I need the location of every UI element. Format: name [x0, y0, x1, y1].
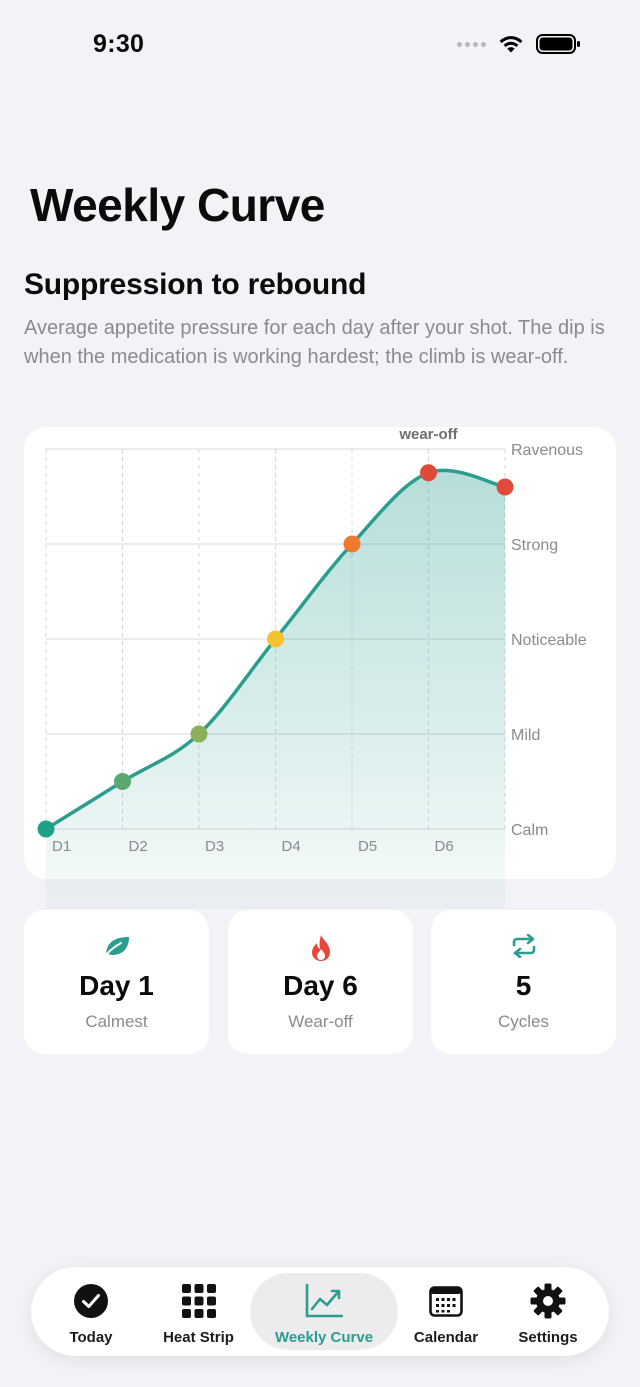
- tab-bar: Today Heat Strip Weekly Curve: [31, 1267, 609, 1356]
- stat-card-wear-off: Day 6 Wear-off: [228, 910, 413, 1054]
- tab-label: Settings: [518, 1329, 578, 1346]
- stat-label: Calmest: [85, 1012, 148, 1031]
- x-tick-label: D3: [205, 838, 224, 855]
- wear-off-annotation: wear-off: [398, 426, 458, 443]
- flame-icon: [311, 935, 330, 961]
- y-tick-label: Calm: [511, 822, 548, 839]
- tab-label: Weekly Curve: [274, 1329, 374, 1346]
- status-time: 9:30: [93, 30, 145, 58]
- checkmark-circle-icon: [74, 1284, 108, 1318]
- y-tick-label: Mild: [511, 727, 540, 744]
- x-tick-label: D1: [52, 838, 71, 855]
- status-indicators: [457, 33, 582, 55]
- stat-card-cycles: 5 Cycles: [431, 910, 616, 1054]
- battery-icon: [536, 34, 580, 54]
- weekly-curve-chart: Calm Mild Noticeable Strong Ravenous wear-off…: [37, 426, 587, 909]
- x-tick-label: D6: [435, 838, 454, 855]
- tab-weekly-curve[interactable]: Weekly Curve: [250, 1267, 398, 1356]
- line-chart-icon: [305, 1284, 343, 1318]
- section-title: Suppression to rebound: [24, 268, 367, 301]
- tab-today[interactable]: Today: [46, 1267, 136, 1356]
- stat-value: 5: [515, 970, 532, 1001]
- wifi-icon: [499, 36, 523, 53]
- data-point: [37, 820, 55, 838]
- x-tick-label: D4: [282, 838, 301, 855]
- tab-label: Heat Strip: [163, 1329, 234, 1346]
- gear-icon: [530, 1283, 566, 1319]
- page-title: Weekly Curve: [30, 179, 325, 231]
- x-tick-label: D2: [129, 838, 148, 855]
- y-tick-label: Noticeable: [511, 632, 587, 649]
- data-point: [496, 478, 514, 496]
- data-point: [114, 773, 131, 790]
- data-point: [267, 630, 284, 648]
- stat-card-calmest: Day 1 Calmest: [24, 910, 209, 1054]
- data-point: [343, 535, 361, 553]
- y-tick-label: Ravenous: [511, 442, 583, 459]
- section-description: Average appetite pressure for each day a…: [24, 317, 605, 368]
- stat-value: Day 1: [79, 970, 154, 1001]
- tab-heat-strip[interactable]: Heat Strip: [151, 1267, 246, 1356]
- tab-settings[interactable]: Settings: [503, 1267, 593, 1356]
- active-tab-highlight: [250, 1273, 398, 1350]
- leaf-icon: [103, 937, 129, 957]
- stat-label: Cycles: [497, 1012, 549, 1031]
- stat-label: Wear-off: [288, 1012, 353, 1031]
- calendar-icon: [429, 1286, 463, 1317]
- stat-value: Day 6: [283, 970, 358, 1001]
- weekly-curve-chart-card: Calm Mild Noticeable Strong Ravenous wear-off…: [24, 426, 616, 909]
- tab-calendar[interactable]: Calendar: [401, 1267, 491, 1356]
- x-tick-label: D5: [358, 838, 377, 855]
- curve-area: [46, 470, 505, 909]
- tab-label: Today: [69, 1329, 113, 1346]
- data-point: [190, 725, 208, 743]
- repeat-icon: [512, 934, 535, 958]
- data-point: [420, 464, 437, 482]
- cellular-signal-icon: [457, 41, 486, 47]
- y-tick-label: Strong: [511, 537, 558, 554]
- tab-label: Calendar: [413, 1329, 479, 1346]
- grid-icon: [181, 1284, 216, 1318]
